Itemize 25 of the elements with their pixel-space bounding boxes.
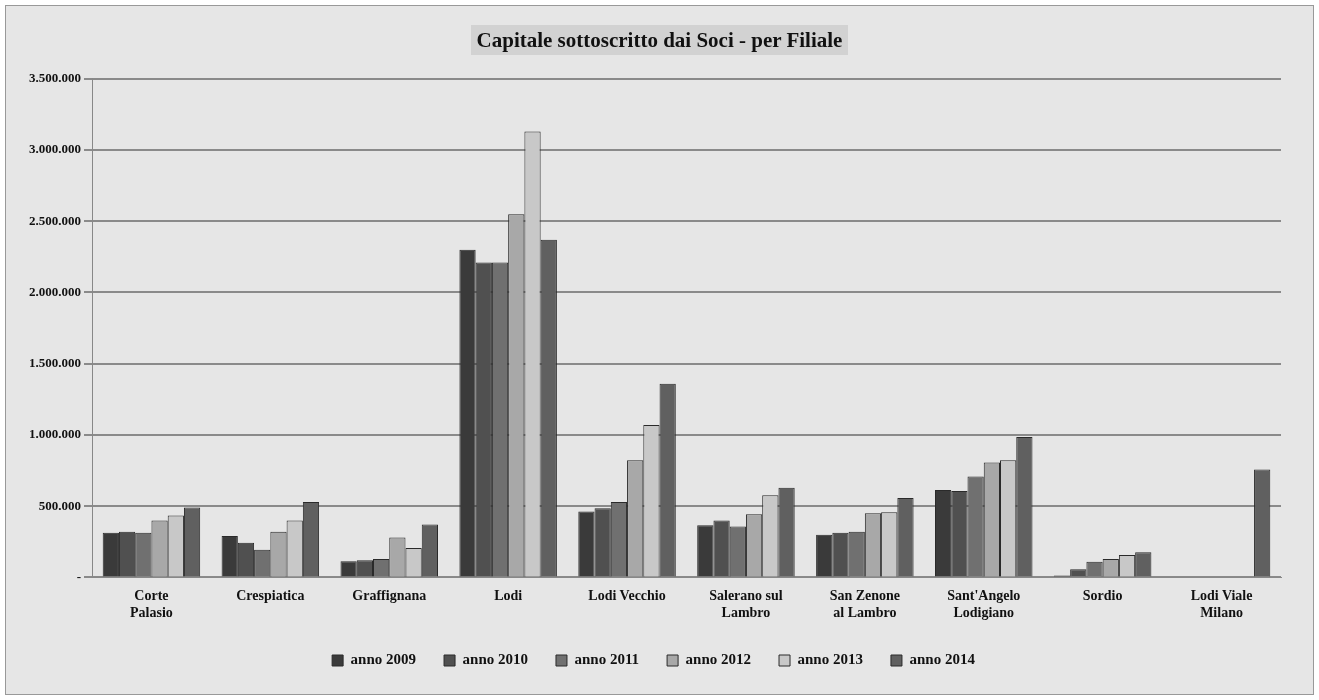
x-tick-label: Salerano sul Lambro xyxy=(709,588,783,621)
y-tick-label: 3.000.000 xyxy=(29,141,81,157)
x-tick-label: Corte Palasio xyxy=(130,588,173,621)
x-tick-label: Sordio xyxy=(1082,588,1123,604)
legend-label: anno 2010 xyxy=(462,651,528,668)
x-tick-label: Lodi Viale Milano xyxy=(1190,588,1253,621)
y-tick-label: 1.000.000 xyxy=(29,426,81,442)
legend-label: anno 2011 xyxy=(574,651,640,668)
y-tick-label: - xyxy=(76,568,81,584)
y-tick-label: 3.500.000 xyxy=(29,70,81,86)
x-tick-label: Crespiatica xyxy=(236,588,305,604)
chart-title: Capitale sottoscritto dai Soci - per Filiale xyxy=(470,25,849,55)
x-tick-label: Lodi xyxy=(494,588,523,604)
y-tick-label: 500.000 xyxy=(38,497,81,513)
legend-label: anno 2014 xyxy=(909,651,976,668)
y-tick-label: 2.500.000 xyxy=(29,212,81,228)
y-tick-label: 1.500.000 xyxy=(29,355,81,371)
y-tick-label: 2.000.000 xyxy=(29,283,81,299)
x-tick-label: San Zenone al Lambro xyxy=(829,588,901,621)
x-tick-label: Graffignana xyxy=(352,588,427,604)
legend-label: anno 2009 xyxy=(350,651,417,668)
legend-label: anno 2012 xyxy=(685,651,752,668)
x-tick-label: Lodi Vecchio xyxy=(588,588,666,604)
x-tick-label: Sant'Angelo Lodigiano xyxy=(947,588,1021,621)
legend-label: anno 2013 xyxy=(797,651,863,668)
